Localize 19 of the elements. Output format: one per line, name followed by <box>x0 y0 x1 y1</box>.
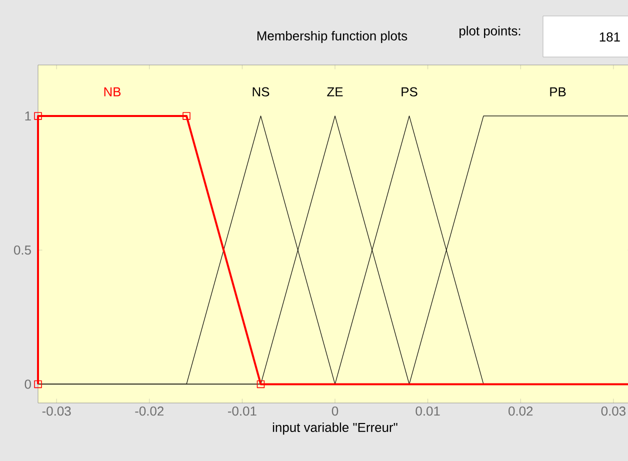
chart-title: Membership function plots <box>257 30 408 44</box>
y-tick-label: 0 <box>24 380 31 389</box>
x-tick-label: 0.01 <box>416 406 440 416</box>
x-tick-label: 0 <box>332 406 338 416</box>
series-label: NS <box>252 87 270 96</box>
x-tick-label: -0.01 <box>228 406 256 416</box>
y-tick-label: 0.5 <box>14 245 31 255</box>
y-tick-label: 1 <box>25 112 31 120</box>
text: 181 <box>600 32 620 42</box>
series-label: PB <box>550 87 566 96</box>
x-tick-label: 0.03 <box>601 406 626 416</box>
x-tick-label: -0.02 <box>135 406 164 416</box>
series-label: PS <box>402 87 418 96</box>
x-axis-title: input variable "Erreur" <box>272 422 398 435</box>
series-label: NB <box>104 87 121 96</box>
text: plot points: <box>460 26 520 38</box>
series-label: ZE <box>327 87 343 96</box>
x-tick-label: 0.02 <box>508 406 533 416</box>
x-tick-label: -0.03 <box>42 406 71 416</box>
